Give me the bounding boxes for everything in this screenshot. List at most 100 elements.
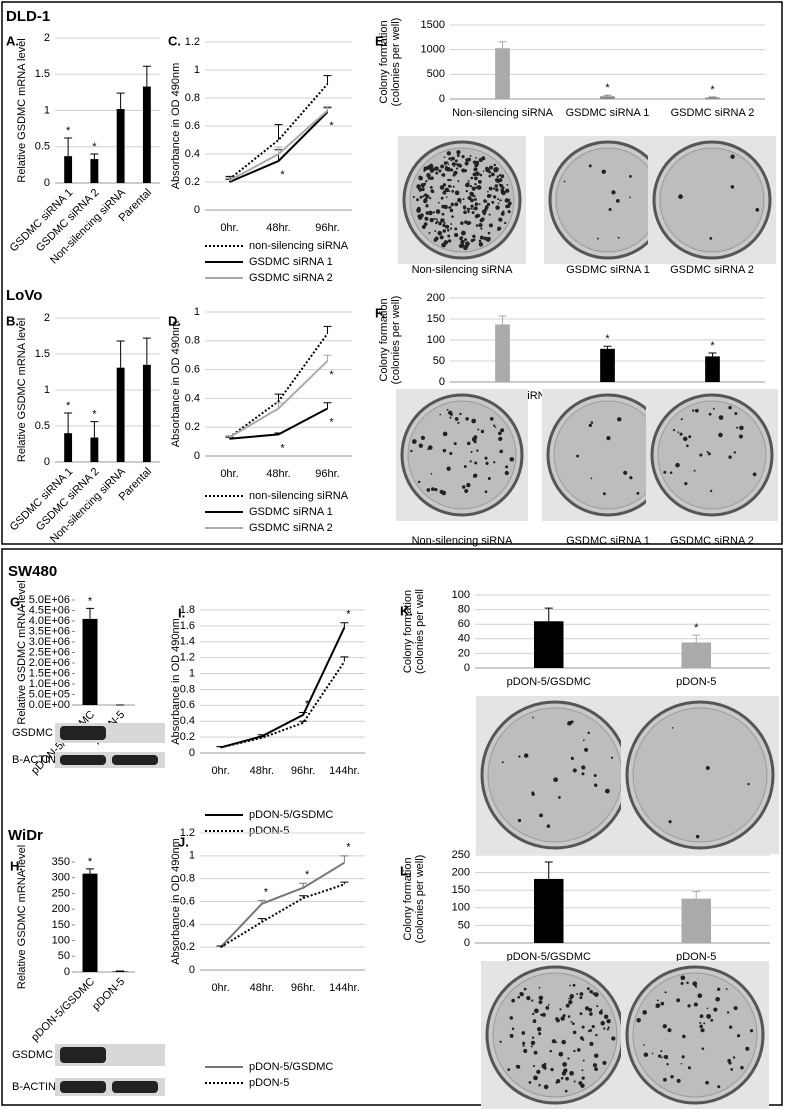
colony <box>733 1006 738 1011</box>
colony <box>444 187 450 193</box>
colony <box>485 166 489 171</box>
colony <box>672 428 676 432</box>
colony <box>492 187 496 190</box>
error-bar <box>116 92 125 110</box>
significance-mark: * <box>280 442 285 454</box>
colony <box>463 210 467 215</box>
colony <box>489 417 494 421</box>
significance-mark: * <box>264 886 269 898</box>
y-tick-label: 0.2 <box>185 176 200 188</box>
colony <box>608 207 612 211</box>
colony <box>436 220 439 223</box>
colony <box>480 227 483 230</box>
colony <box>448 205 452 209</box>
colony <box>457 421 460 424</box>
x-tick-label: pDON-5/GSDMC <box>507 676 591 688</box>
bar <box>64 156 73 183</box>
colony <box>449 416 452 419</box>
error-bar <box>274 146 283 154</box>
colony <box>562 1062 567 1067</box>
colony <box>469 460 472 463</box>
x-tick-label: 0hr. <box>220 222 238 234</box>
panel-label: A. <box>6 33 19 48</box>
colony <box>572 983 576 987</box>
y-axis-label: Colony formation <box>402 590 414 673</box>
blot-label: GSDMC <box>12 1049 53 1061</box>
colony <box>443 221 446 224</box>
colony <box>706 1007 709 1010</box>
x-tick-label: 48hr. <box>266 222 290 234</box>
colony <box>451 156 455 161</box>
colony <box>449 178 452 182</box>
colony <box>439 235 444 240</box>
colony <box>586 987 590 991</box>
image-caption: GSDMC siRNA 1 <box>566 535 650 547</box>
colony <box>699 1014 704 1019</box>
y-tick-label: 250 <box>452 849 470 861</box>
colony <box>509 1016 514 1020</box>
colony <box>470 198 474 203</box>
colony <box>494 184 499 188</box>
error-bar <box>274 432 283 435</box>
colony <box>693 469 696 472</box>
colony <box>538 1032 542 1036</box>
colony <box>523 987 527 991</box>
colony <box>424 216 429 221</box>
y-tick-label: 0 <box>64 966 70 978</box>
colony <box>493 461 496 464</box>
y-tick-label: 5.0E+05 <box>29 688 70 700</box>
colony <box>728 1025 733 1029</box>
colony <box>561 1071 566 1076</box>
y-tick-label: 0.4 <box>180 715 195 727</box>
colony <box>587 731 590 735</box>
colony <box>551 1039 556 1044</box>
x-tick-label: pDON-5/GSDMC <box>29 976 97 1044</box>
colony <box>738 434 743 439</box>
colony <box>606 1018 611 1024</box>
colony <box>474 206 477 209</box>
colony <box>706 1013 712 1019</box>
colony <box>459 412 462 416</box>
error-bar <box>216 945 225 948</box>
blot-band <box>60 1047 106 1063</box>
colony <box>447 163 450 166</box>
error-bar <box>323 402 332 409</box>
colony <box>498 217 503 222</box>
colony <box>495 188 499 192</box>
error-bar <box>323 354 332 361</box>
colony <box>441 212 445 216</box>
colony <box>688 435 692 439</box>
colony <box>463 245 468 251</box>
colony <box>465 417 469 421</box>
colony <box>565 1003 570 1008</box>
blot-band <box>60 1081 106 1093</box>
colony <box>603 1027 606 1030</box>
colony <box>570 720 574 724</box>
legend-label: pDON-5/GSDMC <box>249 1061 333 1073</box>
colony <box>643 1052 649 1057</box>
colony <box>526 996 530 999</box>
colony <box>694 985 698 988</box>
colony <box>558 796 561 799</box>
x-tick-label: 96hr. <box>291 765 315 777</box>
y-tick-label: 0.6 <box>185 120 200 132</box>
colony <box>470 450 473 454</box>
colony <box>676 1078 681 1083</box>
y-tick-label: 2 <box>44 312 50 324</box>
colony <box>547 1003 550 1006</box>
section-title: LoVo <box>6 287 42 304</box>
significance-mark: * <box>710 340 715 352</box>
colony <box>730 1068 734 1071</box>
colony <box>430 170 433 173</box>
colony <box>658 1054 662 1058</box>
colony <box>747 782 750 786</box>
colony <box>536 1069 541 1075</box>
significance-mark: * <box>710 84 715 96</box>
colony <box>459 199 462 202</box>
colony <box>498 174 502 177</box>
colony <box>715 996 720 1002</box>
colony <box>556 1018 560 1023</box>
x-tick-label: pDON-5/GSDMC <box>507 951 591 963</box>
colony <box>429 197 432 200</box>
colony <box>655 1005 658 1008</box>
